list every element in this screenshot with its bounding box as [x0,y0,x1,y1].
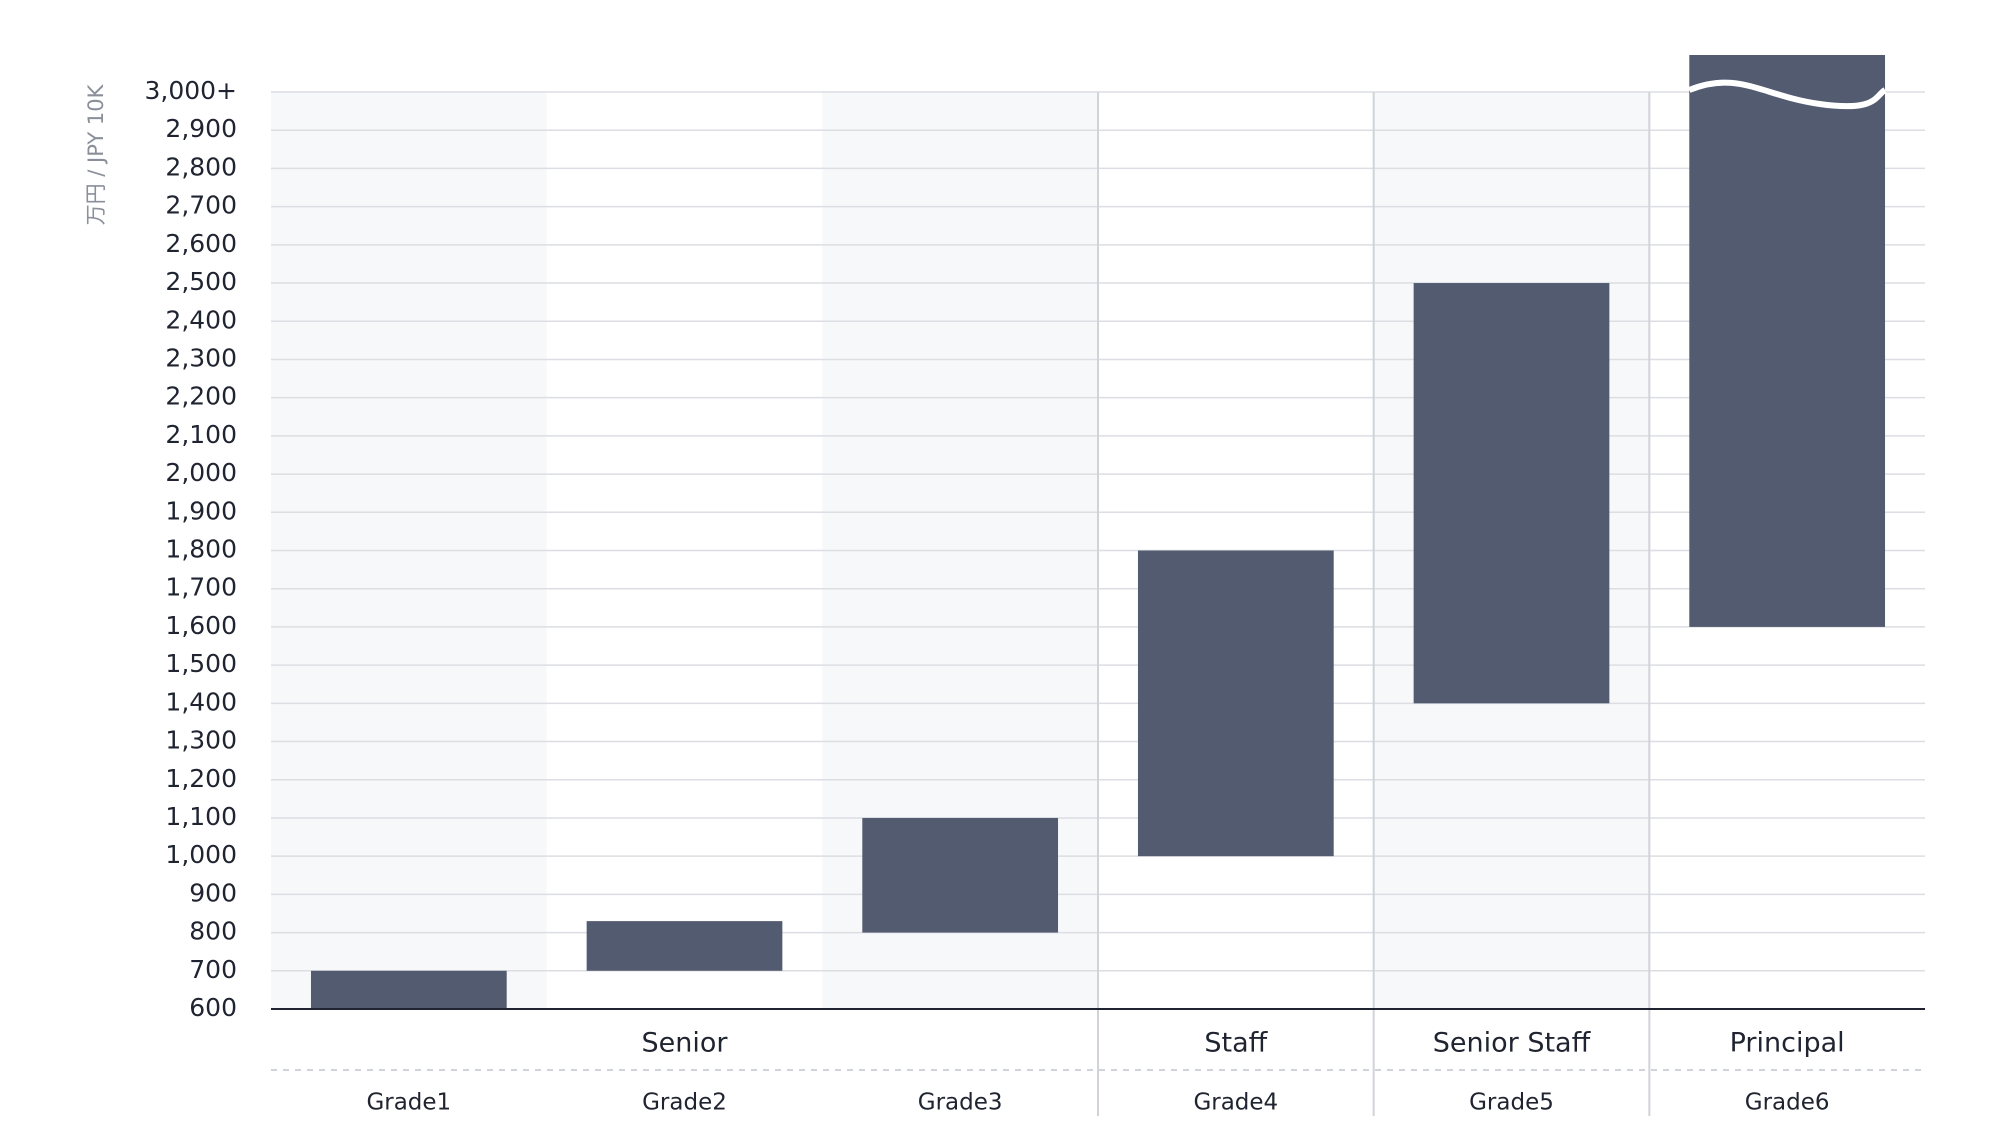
y-tick-label: 1,200 [165,764,237,793]
group-label: Principal [1730,1028,1845,1059]
bar [1413,283,1610,704]
bar [586,921,783,971]
y-tick-label: 800 [189,917,237,946]
y-tick-label: 2,400 [165,305,237,334]
y-tick-label: 2,000 [165,458,237,487]
group-label: Senior Staff [1433,1028,1592,1059]
y-tick-label: 1,500 [165,649,237,678]
y-tick-label: 1,900 [165,496,237,525]
x-tick-label: Grade2 [642,1090,727,1116]
y-tick-label: 1,100 [165,802,237,831]
y-tick-label: 2,900 [165,114,237,143]
bar [1689,92,1886,627]
y-tick-label: 1,000 [165,840,237,869]
y-tick-label: 900 [189,878,237,907]
y-tick-label: 2,800 [165,152,237,181]
y-tick-label: 2,700 [165,191,237,220]
y-tick-label: 2,200 [165,382,237,411]
x-tick-label: Grade1 [366,1090,451,1116]
y-tick-label: 1,600 [165,611,237,640]
x-tick-label: Grade6 [1745,1090,1830,1116]
axis-break [1688,79,1887,110]
y-tick-label: 1,800 [165,535,237,564]
y-tick-label: 2,500 [165,267,237,296]
group-label: Staff [1204,1028,1268,1059]
y-tick-label: 2,600 [165,229,237,258]
y-tick-label: 2,300 [165,343,237,372]
x-tick-label: Grade3 [918,1090,1003,1116]
bar [310,970,507,1009]
y-tick-label: 2,100 [165,420,237,449]
y-axis-title: 万円 / JPY 10K [84,83,108,225]
y-tick-label: 700 [189,955,237,984]
bar-overflow [1689,55,1886,93]
bar [1137,550,1334,857]
y-tick-label: 1,700 [165,573,237,602]
bar [862,817,1059,933]
y-tick-label: 1,400 [165,687,237,716]
y-tick-label: 3,000+ [144,76,237,105]
group-label: Senior [642,1028,729,1059]
x-tick-label: Grade4 [1193,1090,1278,1116]
y-tick-label: 600 [189,993,237,1022]
y-tick-label: 1,300 [165,726,237,755]
x-tick-label: Grade5 [1469,1090,1554,1116]
